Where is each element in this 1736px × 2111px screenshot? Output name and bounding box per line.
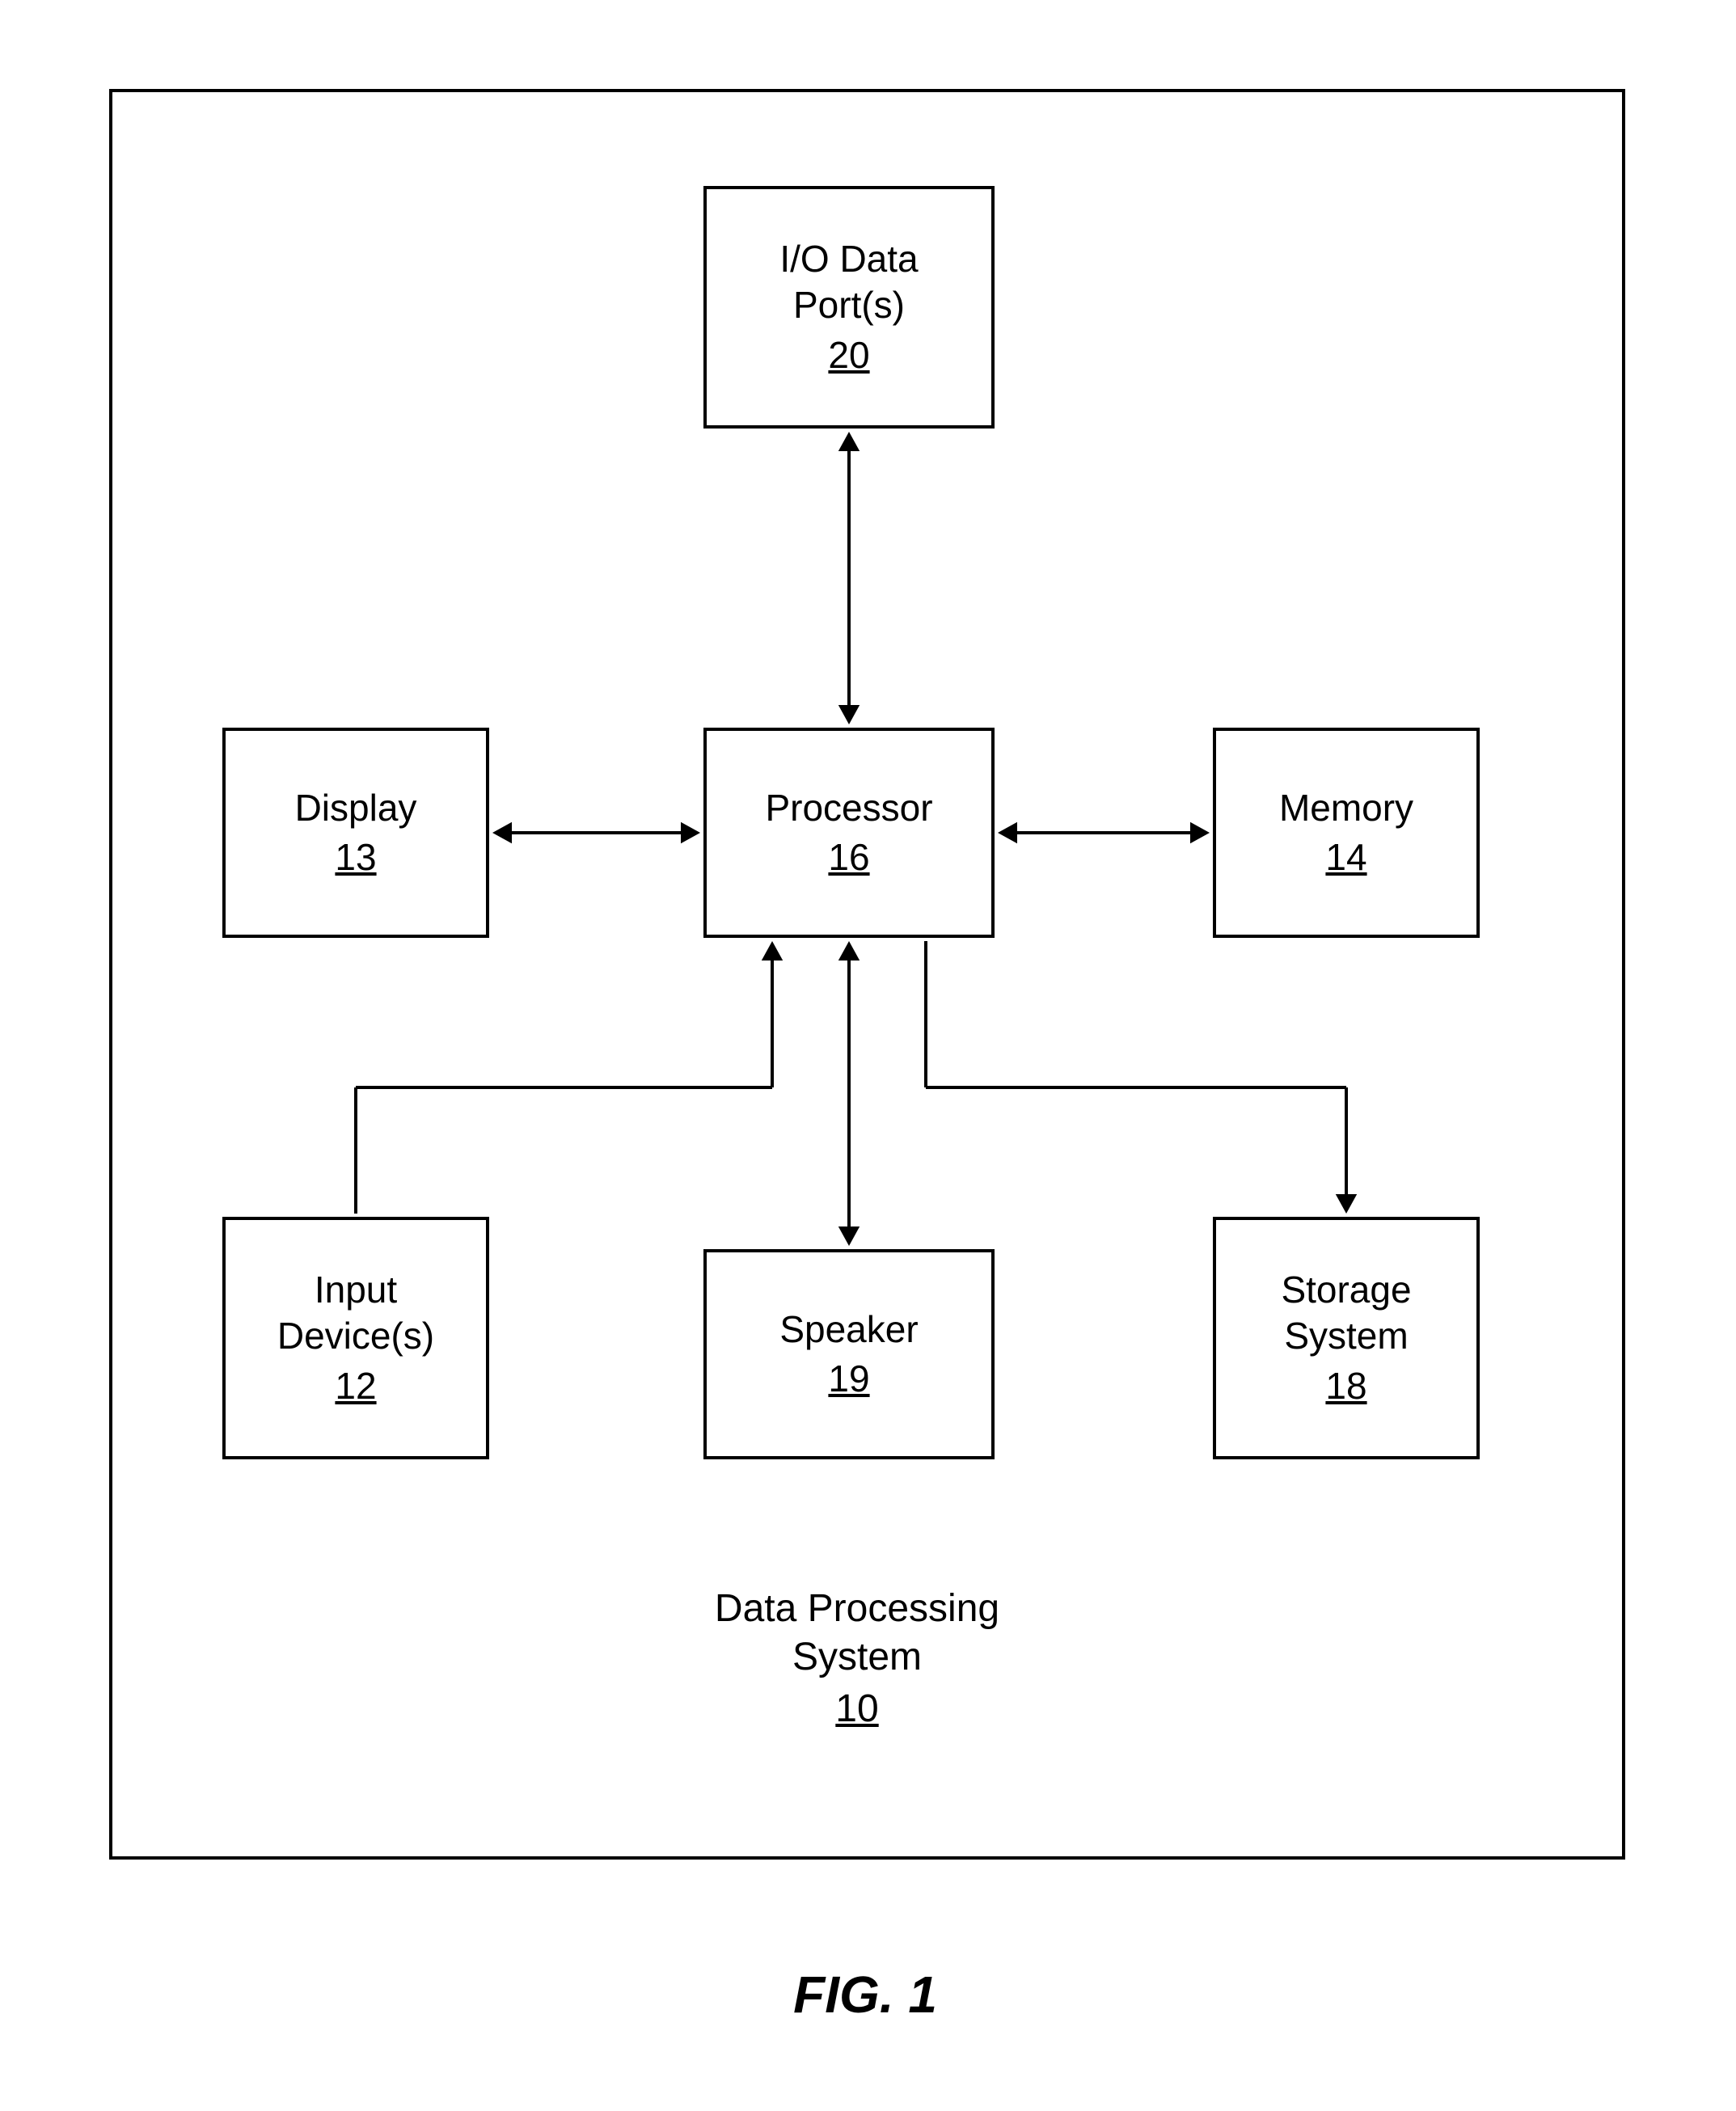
figure-caption: FIG. 1 (728, 1965, 1003, 2024)
node-label: Processor (765, 785, 932, 832)
node-label: Input (315, 1267, 397, 1314)
node-ref: 13 (335, 834, 376, 881)
node-ref: 14 (1325, 834, 1366, 881)
node-ref: 12 (335, 1363, 376, 1410)
diagram-canvas: I/O Data Port(s) 20 Display 13 Processor… (0, 0, 1736, 2111)
node-ref: 16 (828, 834, 869, 881)
node-ref: 18 (1325, 1363, 1366, 1410)
node-storage-system: Storage System 18 (1213, 1217, 1480, 1459)
system-label-line: Data Processing (715, 1587, 999, 1630)
node-label: Speaker (779, 1307, 918, 1353)
node-label: Storage (1281, 1267, 1411, 1314)
node-memory: Memory 14 (1213, 728, 1480, 938)
system-label: Data Processing System 10 (695, 1585, 1019, 1733)
node-display: Display 13 (222, 728, 489, 938)
node-io-data-ports: I/O Data Port(s) 20 (703, 186, 995, 429)
node-label: Display (295, 785, 417, 832)
system-label-line: System (792, 1636, 922, 1678)
node-ref: 20 (828, 332, 869, 379)
node-label: I/O Data (779, 236, 918, 283)
node-label: Device(s) (277, 1313, 434, 1360)
node-input-devices: Input Device(s) 12 (222, 1217, 489, 1459)
system-label-ref: 10 (695, 1685, 1019, 1733)
node-label: Port(s) (793, 282, 905, 329)
node-processor: Processor 16 (703, 728, 995, 938)
node-label: Memory (1279, 785, 1413, 832)
node-label: System (1284, 1313, 1408, 1360)
node-ref: 19 (828, 1356, 869, 1403)
node-speaker: Speaker 19 (703, 1249, 995, 1459)
